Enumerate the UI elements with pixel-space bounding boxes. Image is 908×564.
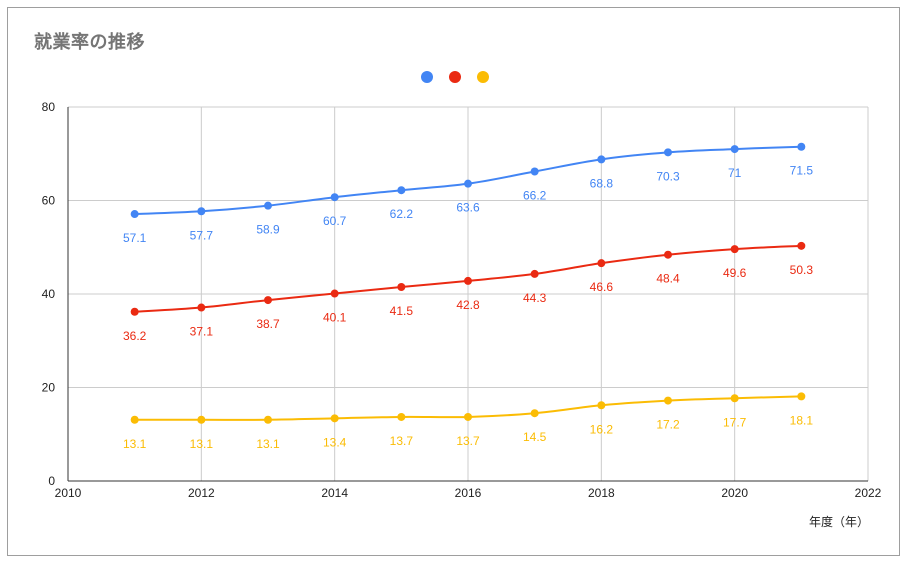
series-2-data-label: 36.2 xyxy=(123,329,147,343)
x-axis-title: 年度（年） xyxy=(809,514,869,529)
series-1-point xyxy=(797,142,806,151)
series-2-point xyxy=(597,259,606,268)
series-1-point xyxy=(330,193,339,202)
series-1-data-label: 70.3 xyxy=(656,169,680,183)
series-2-point xyxy=(730,245,739,254)
series-3-point xyxy=(464,412,472,421)
y-tick-label: 20 xyxy=(42,381,56,395)
series-2-point xyxy=(397,282,406,291)
y-tick-label: 60 xyxy=(42,194,56,208)
series-2-point xyxy=(197,303,206,312)
series-3-data-label: 17.7 xyxy=(723,415,747,429)
series-1-point xyxy=(530,167,539,176)
gridlines xyxy=(68,106,869,481)
series-3-point xyxy=(530,409,539,418)
legend-marker-1 xyxy=(421,71,433,83)
series-3-data-label: 13.7 xyxy=(456,434,480,448)
series-2-data-label: 48.4 xyxy=(656,272,680,286)
series-2-point xyxy=(664,250,672,259)
series-3-data-label: 13.1 xyxy=(256,437,280,451)
series-3-point xyxy=(264,415,272,424)
axes: 2010 2012 2014 2016 2018 2020 2022 0 20 40 60 80 xyxy=(42,100,882,500)
series-3-point xyxy=(597,401,606,410)
series-3-data-label: 14.5 xyxy=(523,430,547,444)
y-tick-label: 0 xyxy=(48,474,55,488)
series-2-data-label: 40.1 xyxy=(323,311,347,325)
x-tick-label: 2020 xyxy=(721,486,748,500)
series-3-point xyxy=(130,415,139,424)
x-tick-label: 2018 xyxy=(588,486,615,500)
series-1-point xyxy=(130,210,139,219)
series-3-data-label: 13.7 xyxy=(390,434,414,448)
y-tick-label: 40 xyxy=(42,287,56,301)
series-1-data-label: 68.8 xyxy=(590,176,614,190)
series-1-data-label: 66.2 xyxy=(523,189,547,203)
series-3-data-label: 13.4 xyxy=(323,435,347,449)
series-2-point xyxy=(464,276,472,285)
series-1-point xyxy=(597,155,606,164)
legend-marker-2 xyxy=(449,71,461,83)
series-1-data-label: 71.5 xyxy=(790,164,814,178)
series-2-data-label: 41.5 xyxy=(390,304,414,318)
series-1-data-label: 71 xyxy=(728,166,742,180)
legend xyxy=(421,71,489,83)
series-1-data-label: 57.7 xyxy=(190,228,214,242)
series-2-point xyxy=(797,241,806,250)
series-3-data-label: 13.1 xyxy=(123,437,147,451)
series-1-point xyxy=(730,145,739,154)
series-1-data-label: 57.1 xyxy=(123,231,147,245)
series-3-point xyxy=(664,396,672,405)
series-2-point xyxy=(264,296,272,305)
series-1-point xyxy=(464,179,472,188)
chart-title: 就業率の推移 xyxy=(34,32,145,53)
series-3-data-label: 13.1 xyxy=(190,437,214,451)
series-1-data-label: 63.6 xyxy=(456,201,480,215)
series-lines xyxy=(130,142,806,424)
data-labels: 57.1 57.7 58.9 60.7 62.2 63.6 66.2 68.8 70.3 71 71… xyxy=(123,164,813,451)
series-3-data-label: 17.2 xyxy=(656,418,680,432)
x-tick-label: 2014 xyxy=(321,486,348,500)
series-3-data-label: 18.1 xyxy=(790,413,814,427)
series-2-point xyxy=(130,307,139,316)
series-3-point xyxy=(397,412,406,421)
series-2-data-label: 50.3 xyxy=(790,263,814,277)
x-tick-label: 2016 xyxy=(455,486,482,500)
series-1-point xyxy=(664,148,672,157)
y-tick-label: 80 xyxy=(42,100,56,114)
series-2-data-label: 49.6 xyxy=(723,266,747,280)
series-2-data-label: 44.3 xyxy=(523,291,547,305)
series-3-point xyxy=(797,392,806,401)
series-1-data-label: 58.9 xyxy=(256,223,280,237)
series-3-data-label: 16.2 xyxy=(590,422,614,436)
series-1-point xyxy=(264,201,272,210)
x-tick-label: 2012 xyxy=(188,486,215,500)
series-3-point xyxy=(330,414,339,423)
series-2-data-label: 38.7 xyxy=(256,317,280,331)
series-1-data-label: 62.2 xyxy=(390,207,414,221)
x-tick-label: 2010 xyxy=(55,486,82,500)
series-2-point xyxy=(330,289,339,298)
legend-marker-3 xyxy=(477,71,489,83)
series-2-point xyxy=(530,269,539,278)
x-tick-label: 2022 xyxy=(855,486,882,500)
series-1-point xyxy=(197,207,206,216)
series-2-data-label: 37.1 xyxy=(190,325,214,339)
series-2-data-label: 46.6 xyxy=(590,280,614,294)
series-3-point xyxy=(197,415,206,424)
series-2-data-label: 42.8 xyxy=(456,298,480,312)
series-1-data-label: 60.7 xyxy=(323,214,347,228)
series-3-point xyxy=(730,394,739,403)
series-1-point xyxy=(397,186,406,195)
